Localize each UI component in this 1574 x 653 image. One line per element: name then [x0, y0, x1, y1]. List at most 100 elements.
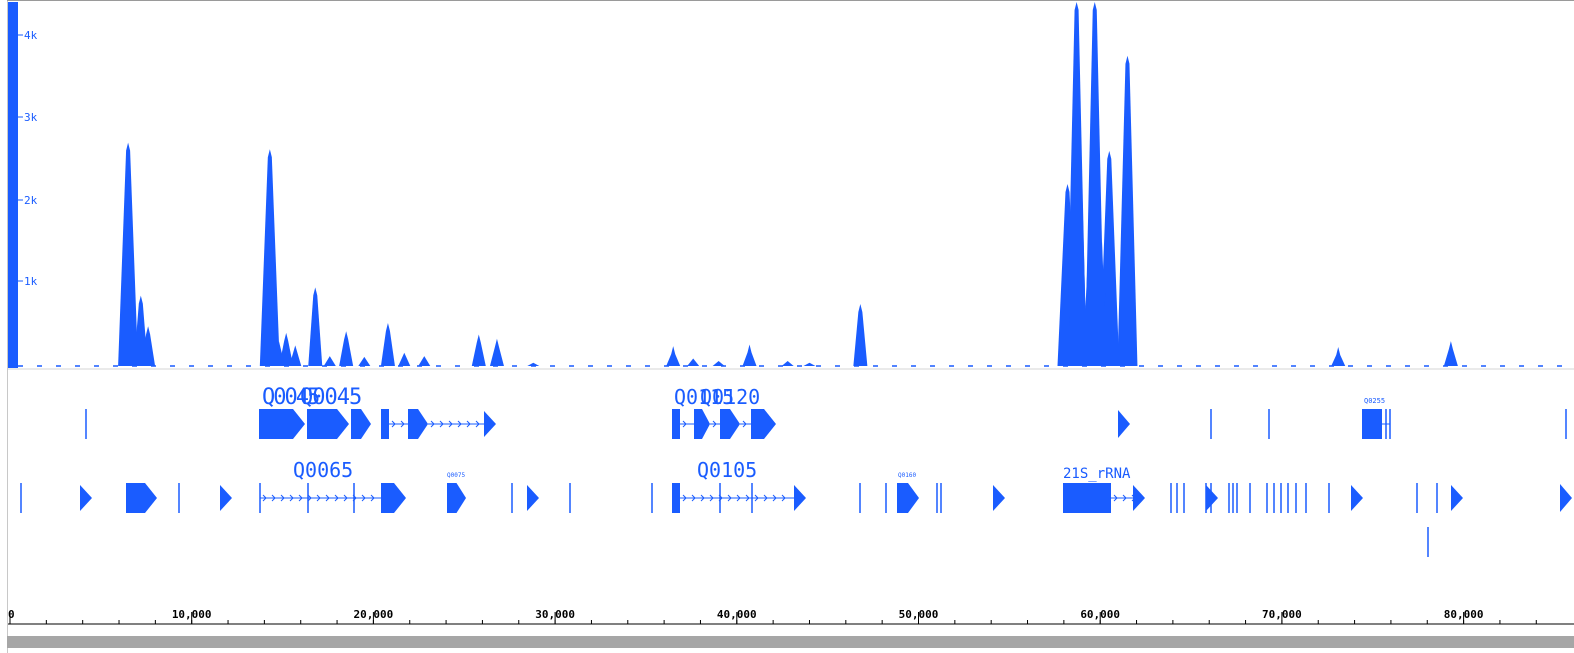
intron-arrow [439, 420, 444, 428]
coverage-peak [1100, 291, 1111, 366]
ruler-tick-label: 80,000 [1444, 608, 1484, 621]
intron-arrow [298, 494, 303, 502]
ruler-tick-label: 50,000 [899, 608, 939, 621]
intron-arrow [727, 494, 732, 502]
coverage-peak [259, 149, 280, 366]
gene-label-q0160: Q0160 [898, 472, 916, 479]
coverage-peak [1082, 266, 1093, 366]
coverage-peak [272, 341, 285, 366]
intron-arrow [772, 494, 777, 502]
coverage-peak [308, 287, 323, 366]
ruler-tick-label: 0 [8, 608, 15, 621]
gene-feature[interactable] [694, 409, 710, 439]
gene-feature[interactable] [897, 483, 919, 513]
coverage-peak [471, 334, 486, 366]
gene-feature[interactable] [126, 483, 157, 513]
gene-feature[interactable] [794, 485, 806, 511]
coverage-peak [803, 362, 816, 366]
coverage-y-axis: 4k 3k 2k 1k [8, 2, 38, 368]
window-left-border [0, 0, 7, 653]
intron-arrow [709, 494, 714, 502]
gene-feature[interactable] [484, 411, 496, 437]
intron-arrow [466, 420, 471, 428]
intron-arrow [682, 494, 687, 502]
gene-feature[interactable] [447, 483, 466, 513]
coverage-peak [398, 352, 411, 366]
coverage-peak [1060, 217, 1071, 366]
gene-feature[interactable] [672, 409, 680, 439]
intron-arrow [457, 420, 462, 428]
gene-track-row-1[interactable]: Q0045 Q0045 Q0115 Q0120 Q0255 [85, 385, 1567, 439]
gene-label-q0115: Q0115 [674, 385, 734, 409]
coverage-peak [1331, 346, 1346, 366]
coverage-peak [1443, 341, 1458, 366]
coverage-peak [687, 358, 700, 366]
gene-feature[interactable] [1118, 410, 1130, 438]
intron-arrow [370, 494, 375, 502]
coverage-y-axis-bar [8, 2, 18, 368]
coverage-peak [853, 303, 868, 366]
intron-arrow [262, 494, 267, 502]
y-tick-label-1k: 1k [24, 275, 38, 288]
gene-feature[interactable] [1560, 484, 1572, 512]
coverage-peak [358, 356, 371, 366]
coverage-peak [380, 322, 395, 366]
gene-feature[interactable] [1451, 485, 1463, 511]
gene-feature[interactable] [351, 409, 371, 439]
intron-arrow [742, 420, 747, 428]
ruler-tick-label: 10,000 [172, 608, 212, 621]
intron-arrow [334, 494, 339, 502]
gene-label-q0105: Q0105 [697, 458, 757, 482]
gene-label-q0120: Q0120 [700, 385, 760, 409]
intron-arrow [475, 420, 480, 428]
intron-arrow [343, 494, 348, 502]
gene-feature[interactable] [751, 409, 776, 439]
intron-arrow [745, 494, 750, 502]
gene-feature[interactable] [1351, 485, 1363, 511]
gene-feature[interactable] [408, 409, 428, 439]
intron-arrow [325, 494, 330, 502]
gene-track-row-2[interactable]: Q0065 Q0105 21S_rRNA Q0075 Q0160 [20, 458, 1572, 513]
coverage-peak [1066, 299, 1077, 366]
y-tick-label-4k: 4k [24, 29, 38, 42]
gene-feature[interactable] [80, 485, 92, 511]
gene-feature[interactable] [1063, 483, 1111, 513]
gene-feature[interactable] [1362, 409, 1382, 439]
ruler-tick-label: 60,000 [1080, 608, 1120, 621]
gene-label-q0255: Q0255 [1364, 397, 1385, 405]
ruler-tick-label: 40,000 [717, 608, 757, 621]
gene-feature[interactable] [381, 409, 389, 439]
gene-feature[interactable] [1206, 485, 1218, 511]
ruler-tick-label: 70,000 [1262, 608, 1302, 621]
gene-feature[interactable] [527, 485, 539, 511]
intron-arrow [448, 420, 453, 428]
horizontal-scrollbar[interactable] [7, 636, 1574, 648]
gene-feature[interactable] [672, 483, 680, 513]
gene-label-q0045: Q0045 [262, 385, 319, 410]
gene-feature[interactable] [993, 485, 1005, 511]
gene-feature[interactable] [1133, 485, 1145, 511]
coverage-peak [781, 361, 794, 366]
ruler-tick-label: 20,000 [354, 608, 394, 621]
coverage-peak [489, 338, 504, 366]
coverage-peak [712, 361, 725, 366]
gene-feature[interactable] [381, 483, 406, 513]
intron-arrow [691, 494, 696, 502]
coverage-peak [289, 345, 302, 366]
gene-label-q0045-overlap: Q0045 [300, 385, 361, 410]
gene-feature[interactable] [307, 409, 349, 439]
gene-feature[interactable] [220, 485, 232, 511]
gene-feature[interactable] [259, 409, 305, 439]
intron-arrow [1122, 494, 1127, 502]
intron-arrow [781, 494, 786, 502]
coverage-peak [1084, 2, 1105, 366]
top-rule [7, 0, 1574, 1]
coverage-track [18, 2, 1574, 367]
intron-arrow [430, 420, 435, 428]
gene-label-q0075: Q0075 [447, 472, 465, 479]
coverage-peak [323, 356, 336, 366]
gene-feature[interactable] [720, 409, 740, 439]
intron-arrow [316, 494, 321, 502]
